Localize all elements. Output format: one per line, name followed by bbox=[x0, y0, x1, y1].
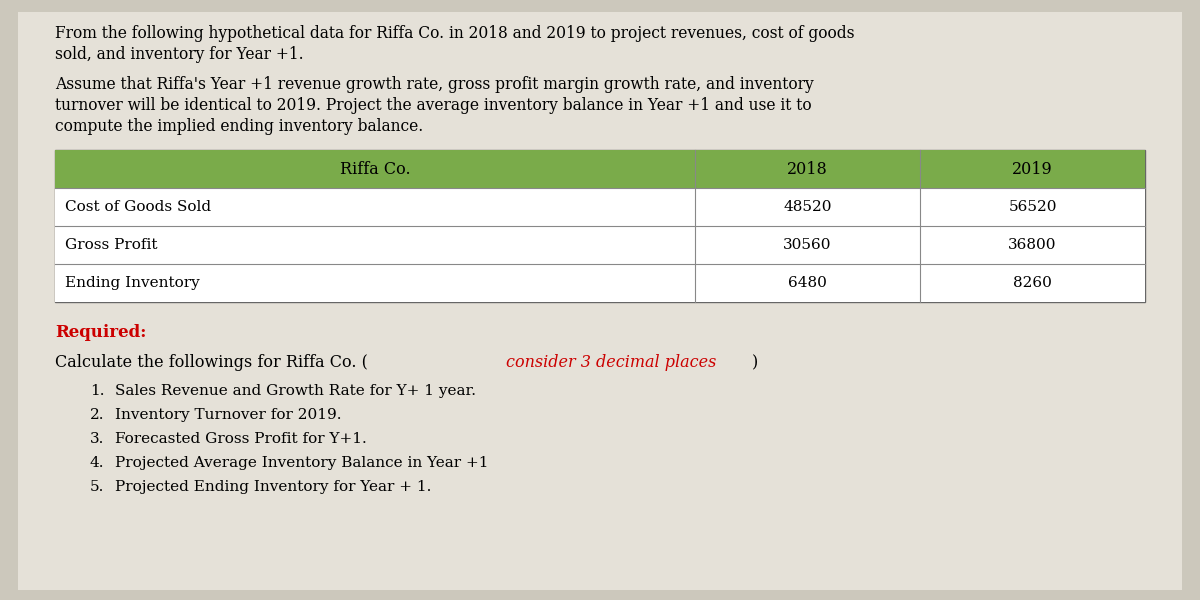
Text: 5.: 5. bbox=[90, 480, 104, 494]
Text: 2.: 2. bbox=[90, 408, 104, 422]
Text: 56520: 56520 bbox=[1008, 200, 1057, 214]
Text: 8260: 8260 bbox=[1013, 276, 1052, 290]
Text: Assume that Riffa's Year +1 revenue growth rate, gross profit margin growth rate: Assume that Riffa's Year +1 revenue grow… bbox=[55, 76, 814, 93]
Bar bbox=[55, 264, 1145, 302]
Text: Gross Profit: Gross Profit bbox=[65, 238, 157, 252]
Text: 1.: 1. bbox=[90, 384, 104, 398]
Text: 2019: 2019 bbox=[1012, 160, 1052, 178]
Text: 48520: 48520 bbox=[784, 200, 832, 214]
Text: compute the implied ending inventory balance.: compute the implied ending inventory bal… bbox=[55, 118, 424, 135]
Text: consider 3 decimal places: consider 3 decimal places bbox=[505, 354, 716, 371]
Text: Ending Inventory: Ending Inventory bbox=[65, 276, 199, 290]
Text: sold, and inventory for Year +1.: sold, and inventory for Year +1. bbox=[55, 46, 304, 63]
Bar bbox=[55, 150, 1145, 302]
Bar bbox=[55, 188, 1145, 226]
Text: 6480: 6480 bbox=[788, 276, 827, 290]
Text: 30560: 30560 bbox=[784, 238, 832, 252]
Text: Required:: Required: bbox=[55, 324, 146, 341]
Text: ): ) bbox=[752, 354, 758, 371]
Text: 4.: 4. bbox=[90, 456, 104, 470]
Text: 3.: 3. bbox=[90, 432, 104, 446]
Text: Riffa Co.: Riffa Co. bbox=[340, 160, 410, 178]
Text: Forecasted Gross Profit for Y+1.: Forecasted Gross Profit for Y+1. bbox=[115, 432, 367, 446]
Bar bbox=[55, 150, 1145, 188]
Text: turnover will be identical to 2019. Project the average inventory balance in Yea: turnover will be identical to 2019. Proj… bbox=[55, 97, 811, 114]
Text: Cost of Goods Sold: Cost of Goods Sold bbox=[65, 200, 211, 214]
Text: Sales Revenue and Growth Rate for Y+ 1 year.: Sales Revenue and Growth Rate for Y+ 1 y… bbox=[115, 384, 476, 398]
Text: Projected Average Inventory Balance in Year +1: Projected Average Inventory Balance in Y… bbox=[115, 456, 488, 470]
Text: Inventory Turnover for 2019.: Inventory Turnover for 2019. bbox=[115, 408, 342, 422]
Text: Projected Ending Inventory for Year + 1.: Projected Ending Inventory for Year + 1. bbox=[115, 480, 431, 494]
Text: 36800: 36800 bbox=[1008, 238, 1057, 252]
Bar bbox=[55, 226, 1145, 264]
Text: Calculate the followings for Riffa Co. (: Calculate the followings for Riffa Co. ( bbox=[55, 354, 368, 371]
Text: 2018: 2018 bbox=[787, 160, 828, 178]
Text: From the following hypothetical data for Riffa Co. in 2018 and 2019 to project r: From the following hypothetical data for… bbox=[55, 25, 854, 42]
